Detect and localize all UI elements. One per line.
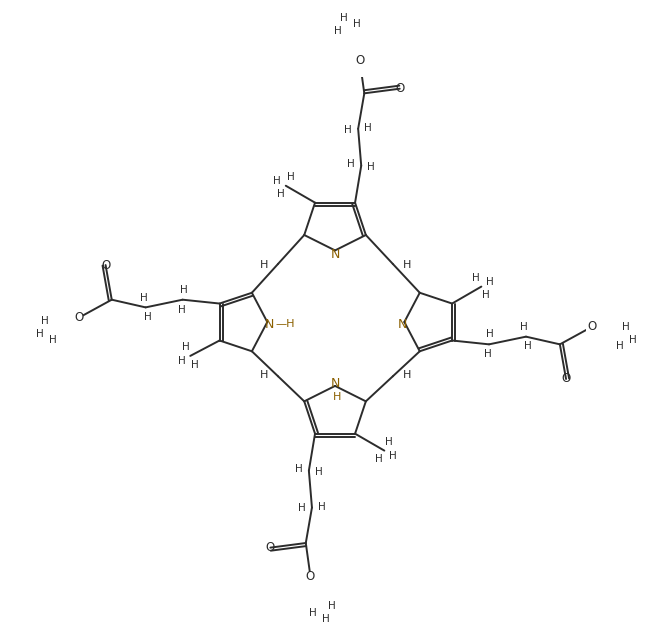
Text: H: H	[486, 329, 494, 340]
Text: O: O	[395, 82, 404, 95]
Text: H: H	[295, 464, 303, 474]
Text: H: H	[140, 293, 148, 303]
Text: H: H	[260, 260, 268, 271]
Text: O: O	[355, 54, 364, 67]
Text: H: H	[344, 125, 352, 134]
Text: H: H	[180, 285, 187, 294]
Text: O: O	[562, 372, 571, 386]
Text: H: H	[340, 13, 348, 23]
Text: —H: —H	[276, 320, 295, 329]
Text: H: H	[323, 613, 330, 624]
Text: H: H	[277, 190, 285, 199]
Text: H: H	[41, 316, 48, 326]
Text: N: N	[330, 377, 340, 390]
Text: H: H	[389, 451, 397, 460]
Text: N: N	[265, 318, 274, 331]
Text: H: H	[334, 26, 342, 35]
Text: H: H	[178, 305, 185, 314]
Text: O: O	[306, 570, 315, 583]
Text: H: H	[328, 601, 336, 611]
Text: H: H	[367, 162, 375, 172]
Text: H: H	[35, 329, 43, 340]
Text: H: H	[622, 322, 630, 332]
Text: H: H	[524, 341, 532, 352]
Text: O: O	[101, 258, 110, 271]
Text: H: H	[298, 503, 306, 513]
Text: H: H	[144, 312, 151, 322]
Text: H: H	[287, 172, 295, 182]
Text: H: H	[483, 290, 490, 300]
Text: H: H	[520, 322, 528, 332]
Text: H: H	[178, 356, 185, 366]
Text: H: H	[364, 123, 372, 133]
Text: H: H	[332, 392, 341, 402]
Text: H: H	[402, 260, 411, 271]
Text: H: H	[347, 159, 355, 169]
Text: H: H	[260, 370, 268, 380]
Text: H: H	[310, 608, 317, 618]
Text: O: O	[75, 311, 84, 324]
Text: H: H	[353, 19, 360, 29]
Text: H: H	[182, 342, 189, 352]
Text: O: O	[588, 320, 597, 333]
Text: H: H	[486, 276, 494, 287]
Text: H: H	[616, 341, 624, 351]
Text: N: N	[398, 318, 407, 331]
Text: H: H	[484, 349, 492, 359]
Text: H: H	[375, 454, 383, 464]
Text: H: H	[315, 467, 323, 477]
Text: O: O	[266, 541, 275, 554]
Text: H: H	[402, 370, 411, 380]
Text: H: H	[385, 437, 393, 447]
Text: H: H	[273, 176, 281, 186]
Text: H: H	[629, 335, 637, 345]
Text: H: H	[318, 502, 326, 512]
Text: H: H	[48, 335, 56, 345]
Text: H: H	[473, 273, 480, 283]
Text: N: N	[330, 248, 340, 261]
Text: H: H	[191, 359, 199, 370]
